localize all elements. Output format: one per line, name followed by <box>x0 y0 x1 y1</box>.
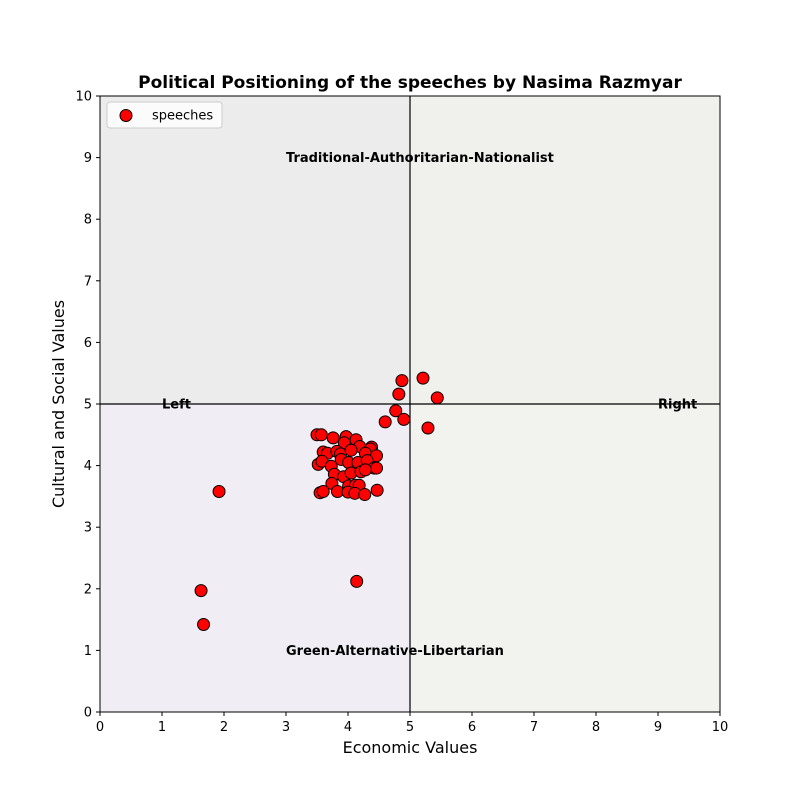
quadrant-bottom-left <box>100 404 410 712</box>
data-point <box>395 374 409 388</box>
legend-label: speeches <box>152 109 213 124</box>
data-points <box>194 371 444 632</box>
data-point <box>416 371 430 385</box>
y-tick-label: 1 <box>84 644 92 659</box>
y-axis-ticks: 0 1 2 3 4 5 6 7 8 9 10 <box>75 90 100 721</box>
data-point <box>344 443 358 457</box>
x-axis-title: Economic Values <box>343 738 478 757</box>
data-point <box>392 387 406 401</box>
x-tick-label: 7 <box>530 720 538 735</box>
data-point <box>397 412 411 426</box>
data-point <box>314 428 328 442</box>
x-tick-label: 2 <box>220 720 228 735</box>
data-point <box>316 484 330 498</box>
y-axis-title: Cultural and Social Values <box>49 300 68 508</box>
data-point <box>326 431 340 445</box>
data-point <box>194 584 208 598</box>
x-tick-label: 4 <box>344 720 352 735</box>
quadrant-top-left <box>100 96 410 404</box>
y-tick-label: 10 <box>75 90 92 105</box>
data-point <box>421 421 435 435</box>
quadrant-label: Green-Alternative-Libertarian <box>286 644 504 659</box>
y-tick-label: 9 <box>84 151 92 166</box>
x-tick-label: 3 <box>282 720 290 735</box>
data-point <box>370 483 384 497</box>
y-tick-label: 6 <box>84 336 92 351</box>
data-point <box>358 463 372 477</box>
legend-box <box>106 101 223 129</box>
data-point <box>212 484 226 498</box>
data-point <box>389 404 403 418</box>
data-point <box>197 618 211 632</box>
data-point <box>378 415 392 429</box>
legend: speeches <box>106 101 223 129</box>
quadrant-top-right <box>410 96 720 404</box>
y-tick-label: 0 <box>84 706 92 721</box>
x-tick-label: 9 <box>654 720 662 735</box>
quadrant-dividers <box>100 96 720 712</box>
x-tick-label: 6 <box>468 720 476 735</box>
y-tick-label: 2 <box>84 582 92 597</box>
x-tick-label: 8 <box>592 720 600 735</box>
x-axis-ticks: 0 1 2 3 4 5 6 7 8 9 10 <box>96 712 728 735</box>
data-point <box>358 488 372 502</box>
y-tick-label: 4 <box>84 459 92 474</box>
quadrant-label: Traditional-Authoritarian-Nationalist <box>286 151 554 166</box>
quadrant-backgrounds <box>100 96 720 712</box>
y-tick-label: 8 <box>84 213 92 228</box>
quadrant-annotations: Traditional-Authoritarian-Nationalist Gre… <box>162 151 697 659</box>
data-point <box>370 461 384 475</box>
legend-marker <box>119 109 133 122</box>
data-point <box>350 574 364 588</box>
x-tick-label: 0 <box>96 720 104 735</box>
y-tick-label: 5 <box>84 398 92 413</box>
quadrant-label: Right <box>658 398 697 413</box>
x-tick-label: 5 <box>406 720 414 735</box>
data-point <box>430 391 444 405</box>
quadrant-label: Left <box>162 398 191 413</box>
y-tick-label: 7 <box>84 274 92 289</box>
x-tick-label: 1 <box>158 720 166 735</box>
y-tick-label: 3 <box>84 521 92 536</box>
x-tick-label: 10 <box>712 720 729 735</box>
quadrant-bottom-right <box>410 404 720 712</box>
chart-title: Political Positioning of the speeches by… <box>138 73 682 93</box>
